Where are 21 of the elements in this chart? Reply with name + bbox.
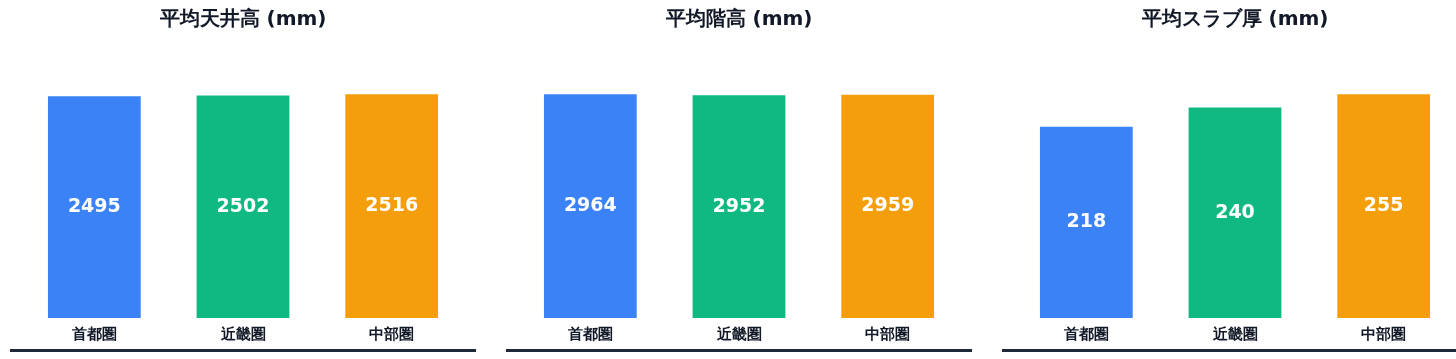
chart-title: 平均スラブ厚 (mm) — [1140, 6, 1329, 31]
x-tick-label: 近畿圏 — [1211, 324, 1258, 343]
chart-title: 平均階高 (mm) — [664, 6, 813, 31]
x-tick-label: 中部圏 — [369, 324, 415, 343]
x-tick-label: 中部圏 — [1361, 324, 1407, 343]
x-tick-label: 中部圏 — [865, 324, 911, 343]
data-label: 218 — [1066, 209, 1107, 232]
data-label: 2952 — [712, 193, 766, 216]
x-tick-label: 首都圏 — [566, 324, 613, 343]
data-label: 2959 — [861, 193, 915, 216]
data-label: 255 — [1363, 193, 1404, 216]
chart-title: 平均天井高 (mm) — [158, 6, 327, 31]
x-tick-label: 近畿圏 — [715, 324, 762, 343]
x-tick-label: 近畿圏 — [219, 324, 266, 343]
data-label: 2502 — [216, 193, 270, 216]
data-label: 2964 — [563, 193, 617, 216]
x-tick-label: 首都圏 — [1062, 324, 1109, 343]
data-label: 2516 — [365, 193, 419, 216]
x-tick-label: 首都圏 — [70, 324, 117, 343]
data-label: 240 — [1215, 199, 1255, 222]
data-label: 2495 — [67, 194, 121, 217]
